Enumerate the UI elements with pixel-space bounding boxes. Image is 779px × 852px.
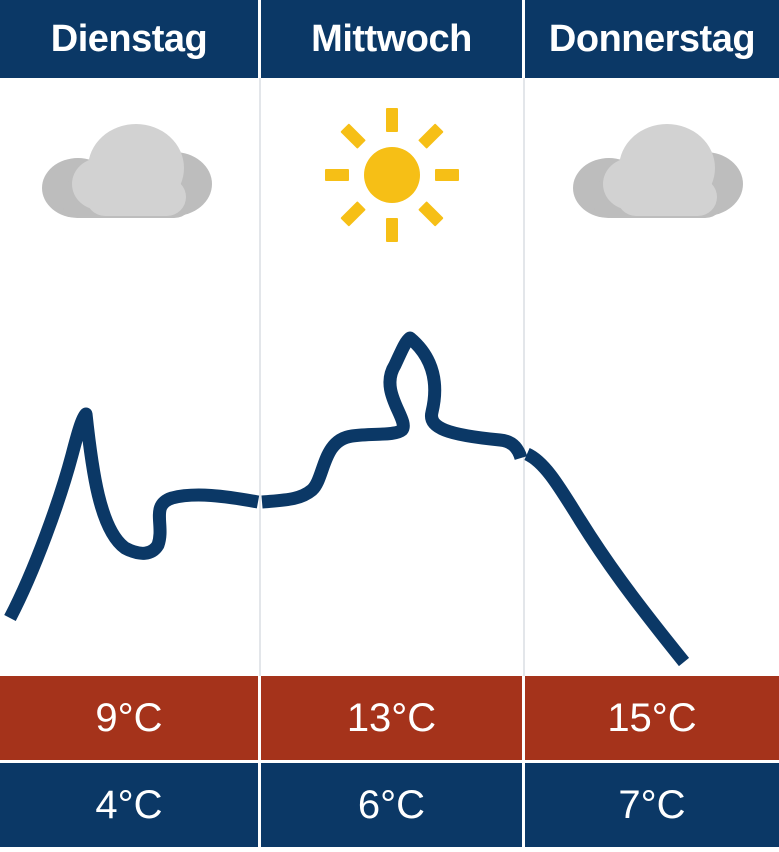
- sun-icon: [325, 108, 459, 242]
- weather-icon-container: [0, 100, 258, 260]
- cloud-icon: [42, 124, 212, 218]
- day-header: Dienstag: [0, 0, 258, 78]
- high-temperature: 13°C: [261, 676, 522, 760]
- high-temperature: 15°C: [525, 676, 779, 760]
- day-header: Donnerstag: [525, 0, 779, 78]
- weather-icon-container: [525, 100, 779, 260]
- weather-icon-container: [261, 100, 522, 260]
- cloud-icon: [573, 124, 743, 218]
- day-column-donnerstag: Donnerstag 15°C 7°C: [525, 0, 779, 852]
- day-header: Mittwoch: [261, 0, 522, 78]
- low-temperature: 6°C: [261, 763, 522, 847]
- low-temperature: 4°C: [0, 763, 258, 847]
- day-column-mittwoch: Mittwoch 13°C 6°C: [261, 0, 522, 852]
- column-divider: [523, 78, 525, 676]
- low-temperature: 7°C: [525, 763, 779, 847]
- day-column-dienstag: Dienstag 9°C 4°C: [0, 0, 258, 852]
- column-divider: [259, 78, 261, 676]
- high-temperature: 9°C: [0, 676, 258, 760]
